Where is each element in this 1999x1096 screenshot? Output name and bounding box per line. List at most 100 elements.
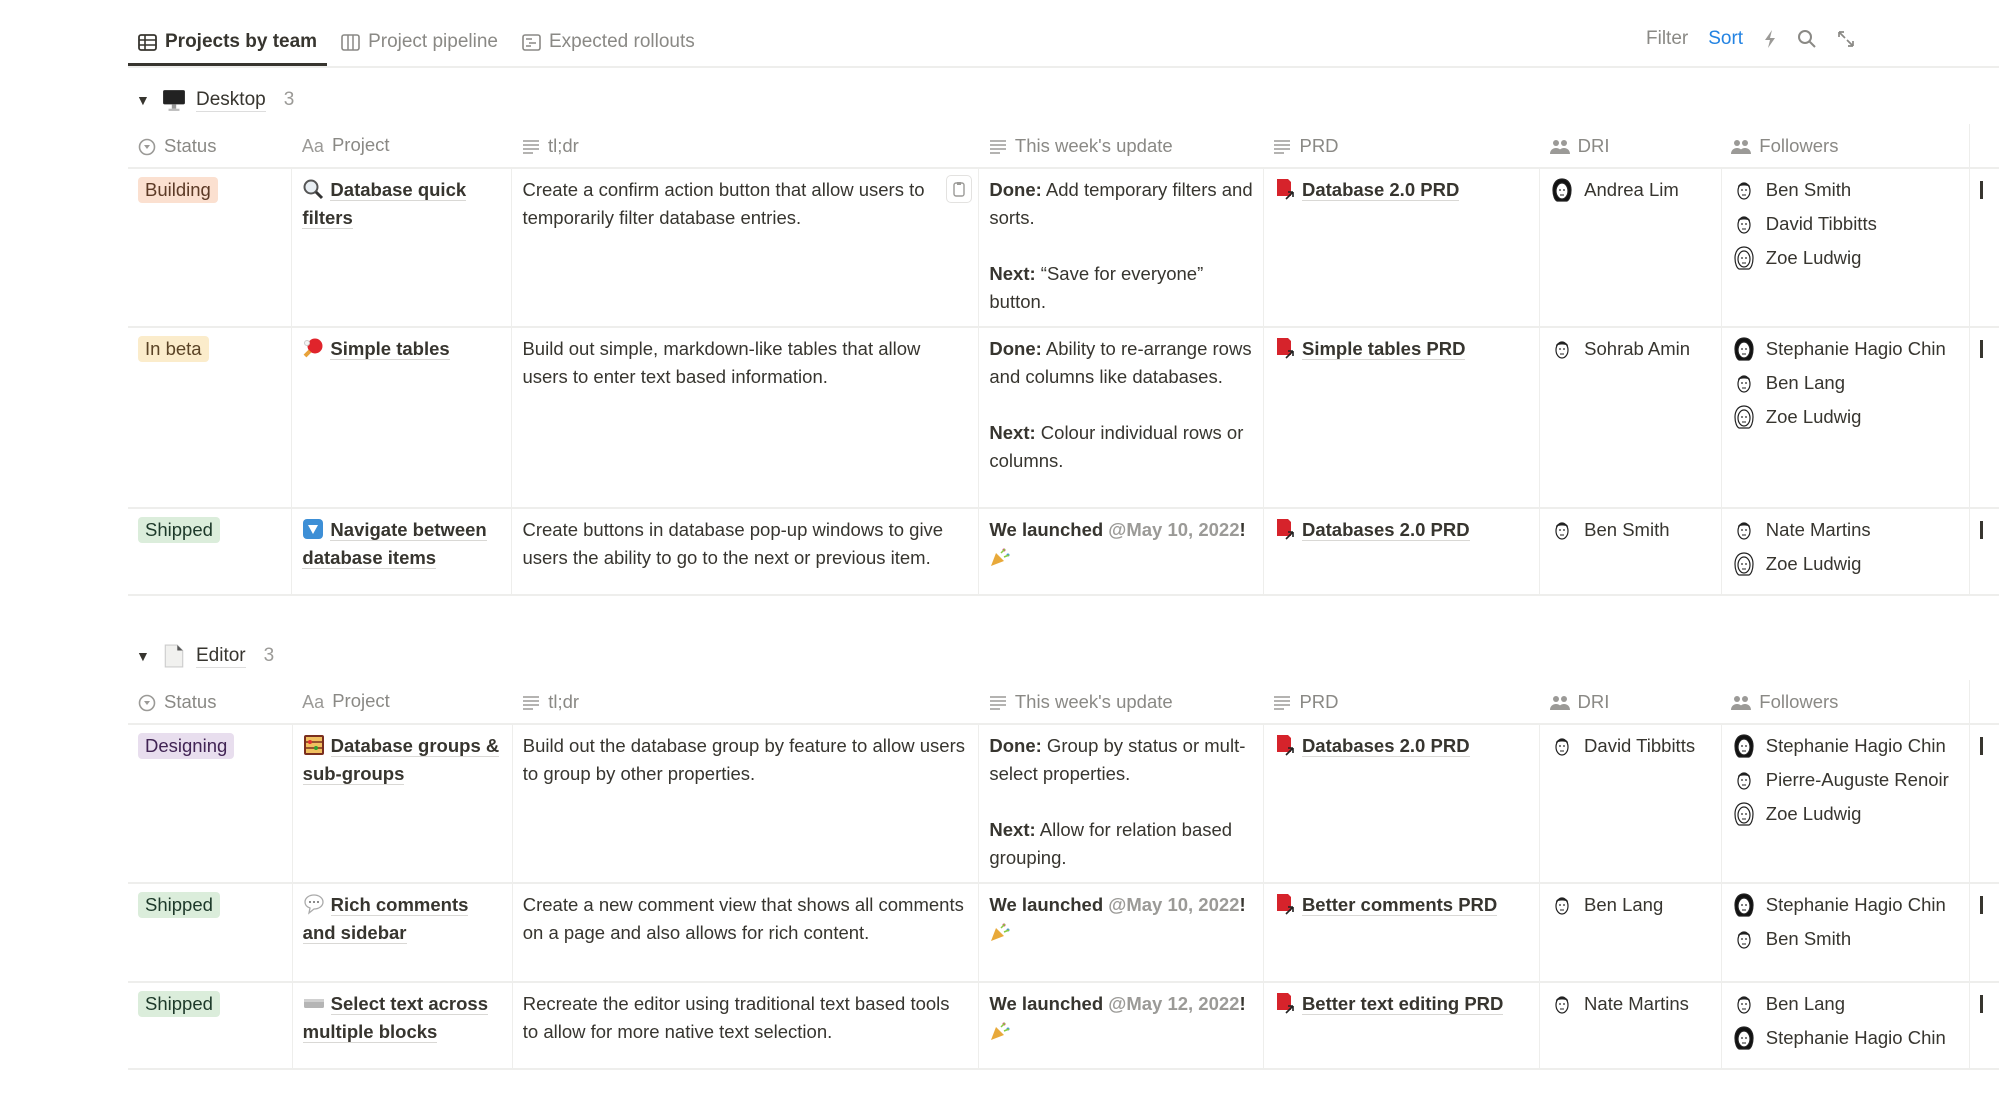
dri-cell[interactable]: Andrea Lim — [1539, 167, 1722, 327]
person-chip[interactable]: Zoe Ludwig — [1732, 800, 1959, 828]
column-header-followers[interactable]: Followers — [1721, 680, 1969, 724]
status-cell[interactable]: Designing — [128, 723, 293, 883]
column-header-followers[interactable]: Followers — [1721, 124, 1969, 168]
tldr-cell[interactable]: Create buttons in database pop-up window… — [511, 507, 979, 596]
person-chip[interactable]: Zoe Ludwig — [1732, 403, 1959, 431]
project-link[interactable]: Navigate between database items — [302, 519, 487, 569]
prd-cell[interactable]: Better comments PRD — [1262, 882, 1540, 982]
group-header-desktop[interactable]: ▼ Desktop 3 — [136, 88, 294, 112]
copy-button[interactable] — [946, 175, 973, 203]
lightning-icon[interactable] — [1763, 29, 1777, 49]
update-cell[interactable]: We launched @May 10, 2022! — [978, 507, 1264, 596]
more-cell[interactable] — [1968, 723, 1999, 883]
table-row[interactable]: Shipped Select text across multiple block… — [128, 981, 1999, 1070]
followers-cell[interactable]: Stephanie Hagio Chin Ben Lang Zoe Ludwig — [1720, 326, 1970, 508]
dri-cell[interactable]: Sohrab Amin — [1539, 326, 1722, 508]
prd-link[interactable]: Better comments PRD — [1301, 894, 1498, 916]
project-link[interactable]: Database groups & sub-groups — [302, 735, 500, 785]
update-cell[interactable]: We launched @May 10, 2022! — [978, 882, 1264, 982]
prd-link[interactable]: Better text editing PRD — [1301, 993, 1504, 1015]
search-icon[interactable] — [1797, 29, 1817, 49]
person-chip[interactable]: Ben Lang — [1732, 990, 1959, 1018]
tab-expected-rollouts[interactable]: Expected rollouts — [512, 20, 705, 64]
person-chip[interactable]: Zoe Ludwig — [1732, 550, 1959, 578]
dri-cell[interactable]: Ben Smith — [1539, 507, 1722, 596]
tldr-cell[interactable]: Build out the database group by feature … — [511, 723, 979, 883]
prd-link[interactable]: Simple tables PRD — [1301, 338, 1466, 360]
table-row[interactable]: Shipped Rich comments and sidebar Create a… — [128, 882, 1999, 982]
column-header-project[interactable]: Aa Project — [292, 680, 512, 724]
table-row[interactable]: Designing Database groups & sub-groups Bui… — [128, 723, 1999, 883]
column-header-dri[interactable]: DRI — [1540, 680, 1722, 724]
status-cell[interactable]: Shipped — [128, 507, 292, 596]
update-cell[interactable]: Done: Ability to re-arrange rows and col… — [978, 326, 1264, 508]
column-header-status[interactable]: Status — [128, 680, 292, 724]
person-chip[interactable]: Zoe Ludwig — [1732, 244, 1959, 272]
more-cell[interactable] — [1968, 167, 1999, 327]
column-header-status[interactable]: Status — [128, 124, 292, 168]
person-chip[interactable]: Ben Smith — [1732, 925, 1959, 953]
collapse-caret-icon[interactable]: ▼ — [136, 92, 150, 108]
followers-cell[interactable]: Ben Smith David Tibbitts Zoe Ludwig — [1720, 167, 1970, 327]
tab-projects-by-team[interactable]: Projects by team — [128, 20, 328, 66]
project-link[interactable]: Select text across multiple blocks — [302, 993, 488, 1043]
group-header-editor[interactable]: ▼ Editor 3 — [136, 644, 274, 668]
tldr-cell[interactable]: Build out simple, markdown-like tables t… — [511, 326, 979, 508]
column-header-this-week-s-update[interactable]: This week's update — [979, 124, 1264, 168]
status-cell[interactable]: Building — [128, 167, 292, 327]
project-cell[interactable]: Database groups & sub-groups — [291, 723, 513, 883]
status-cell[interactable]: Shipped — [128, 882, 293, 982]
project-cell[interactable]: Rich comments and sidebar — [291, 882, 513, 982]
expand-icon[interactable] — [1837, 30, 1855, 48]
followers-cell[interactable]: Stephanie Hagio Chin Pierre-Auguste Renoi… — [1720, 723, 1970, 883]
tab-project-pipeline[interactable]: Project pipeline — [331, 20, 508, 64]
date-mention[interactable]: @May 12, 2022 — [1108, 993, 1240, 1014]
project-cell[interactable]: Navigate between database items — [291, 507, 512, 596]
update-cell[interactable]: Done: Group by status or mult-select pro… — [978, 723, 1264, 883]
more-cell[interactable] — [1968, 326, 1999, 508]
column-header-project[interactable]: Aa Project — [292, 124, 512, 168]
person-chip[interactable]: David Tibbitts — [1732, 210, 1959, 238]
column-header-tl-dr[interactable]: tl;dr — [512, 124, 979, 168]
prd-cell[interactable]: Databases 2.0 PRD — [1262, 723, 1540, 883]
column-header-more[interactable] — [1968, 680, 1999, 724]
prd-link[interactable]: Databases 2.0 PRD — [1301, 519, 1470, 541]
person-chip[interactable]: Nate Martins — [1550, 990, 1711, 1018]
tldr-cell[interactable]: Create a new comment view that shows all… — [511, 882, 979, 982]
more-cell[interactable] — [1968, 981, 1999, 1070]
update-cell[interactable]: Done: Add temporary filters and sorts. Ne… — [978, 167, 1264, 327]
column-header-prd[interactable]: PRD — [1263, 124, 1539, 168]
collapse-caret-icon[interactable]: ▼ — [136, 648, 150, 664]
person-chip[interactable]: Stephanie Hagio Chin — [1732, 1024, 1959, 1052]
sort-button[interactable]: Sort — [1708, 28, 1744, 49]
project-link[interactable]: Simple tables — [330, 338, 450, 360]
person-chip[interactable]: Pierre-Auguste Renoir — [1732, 766, 1959, 794]
person-chip[interactable]: Ben Smith — [1732, 176, 1959, 204]
person-chip[interactable]: Stephanie Hagio Chin — [1732, 732, 1959, 760]
project-link[interactable]: Rich comments and sidebar — [302, 894, 469, 944]
column-header-prd[interactable]: PRD — [1263, 680, 1539, 724]
prd-cell[interactable]: Database 2.0 PRD — [1262, 167, 1540, 327]
dri-cell[interactable]: Nate Martins — [1539, 981, 1722, 1070]
date-mention[interactable]: @May 10, 2022 — [1108, 894, 1240, 915]
prd-link[interactable]: Database 2.0 PRD — [1301, 179, 1460, 201]
prd-cell[interactable]: Better text editing PRD — [1262, 981, 1540, 1070]
person-chip[interactable]: Ben Lang — [1550, 891, 1711, 919]
person-chip[interactable]: Ben Lang — [1732, 369, 1959, 397]
person-chip[interactable]: Sohrab Amin — [1550, 335, 1711, 363]
person-chip[interactable]: Stephanie Hagio Chin — [1732, 891, 1959, 919]
table-row[interactable]: Building Database quick filters Create a c… — [128, 167, 1999, 327]
prd-cell[interactable]: Simple tables PRD — [1262, 326, 1540, 508]
dri-cell[interactable]: David Tibbitts — [1539, 723, 1722, 883]
column-header-dri[interactable]: DRI — [1540, 124, 1722, 168]
table-row[interactable]: Shipped Navigate between database items Cr… — [128, 507, 1999, 596]
project-cell[interactable]: Select text across multiple blocks — [291, 981, 513, 1070]
followers-cell[interactable]: Stephanie Hagio Chin Ben Smith — [1720, 882, 1970, 982]
prd-cell[interactable]: Databases 2.0 PRD — [1262, 507, 1540, 596]
status-cell[interactable]: Shipped — [128, 981, 293, 1070]
person-chip[interactable]: Nate Martins — [1732, 516, 1959, 544]
table-row[interactable]: In beta Simple tables Build out simple, ma… — [128, 326, 1999, 508]
prd-link[interactable]: Databases 2.0 PRD — [1301, 735, 1470, 757]
more-cell[interactable] — [1968, 882, 1999, 982]
filter-button[interactable]: Filter — [1646, 28, 1689, 49]
